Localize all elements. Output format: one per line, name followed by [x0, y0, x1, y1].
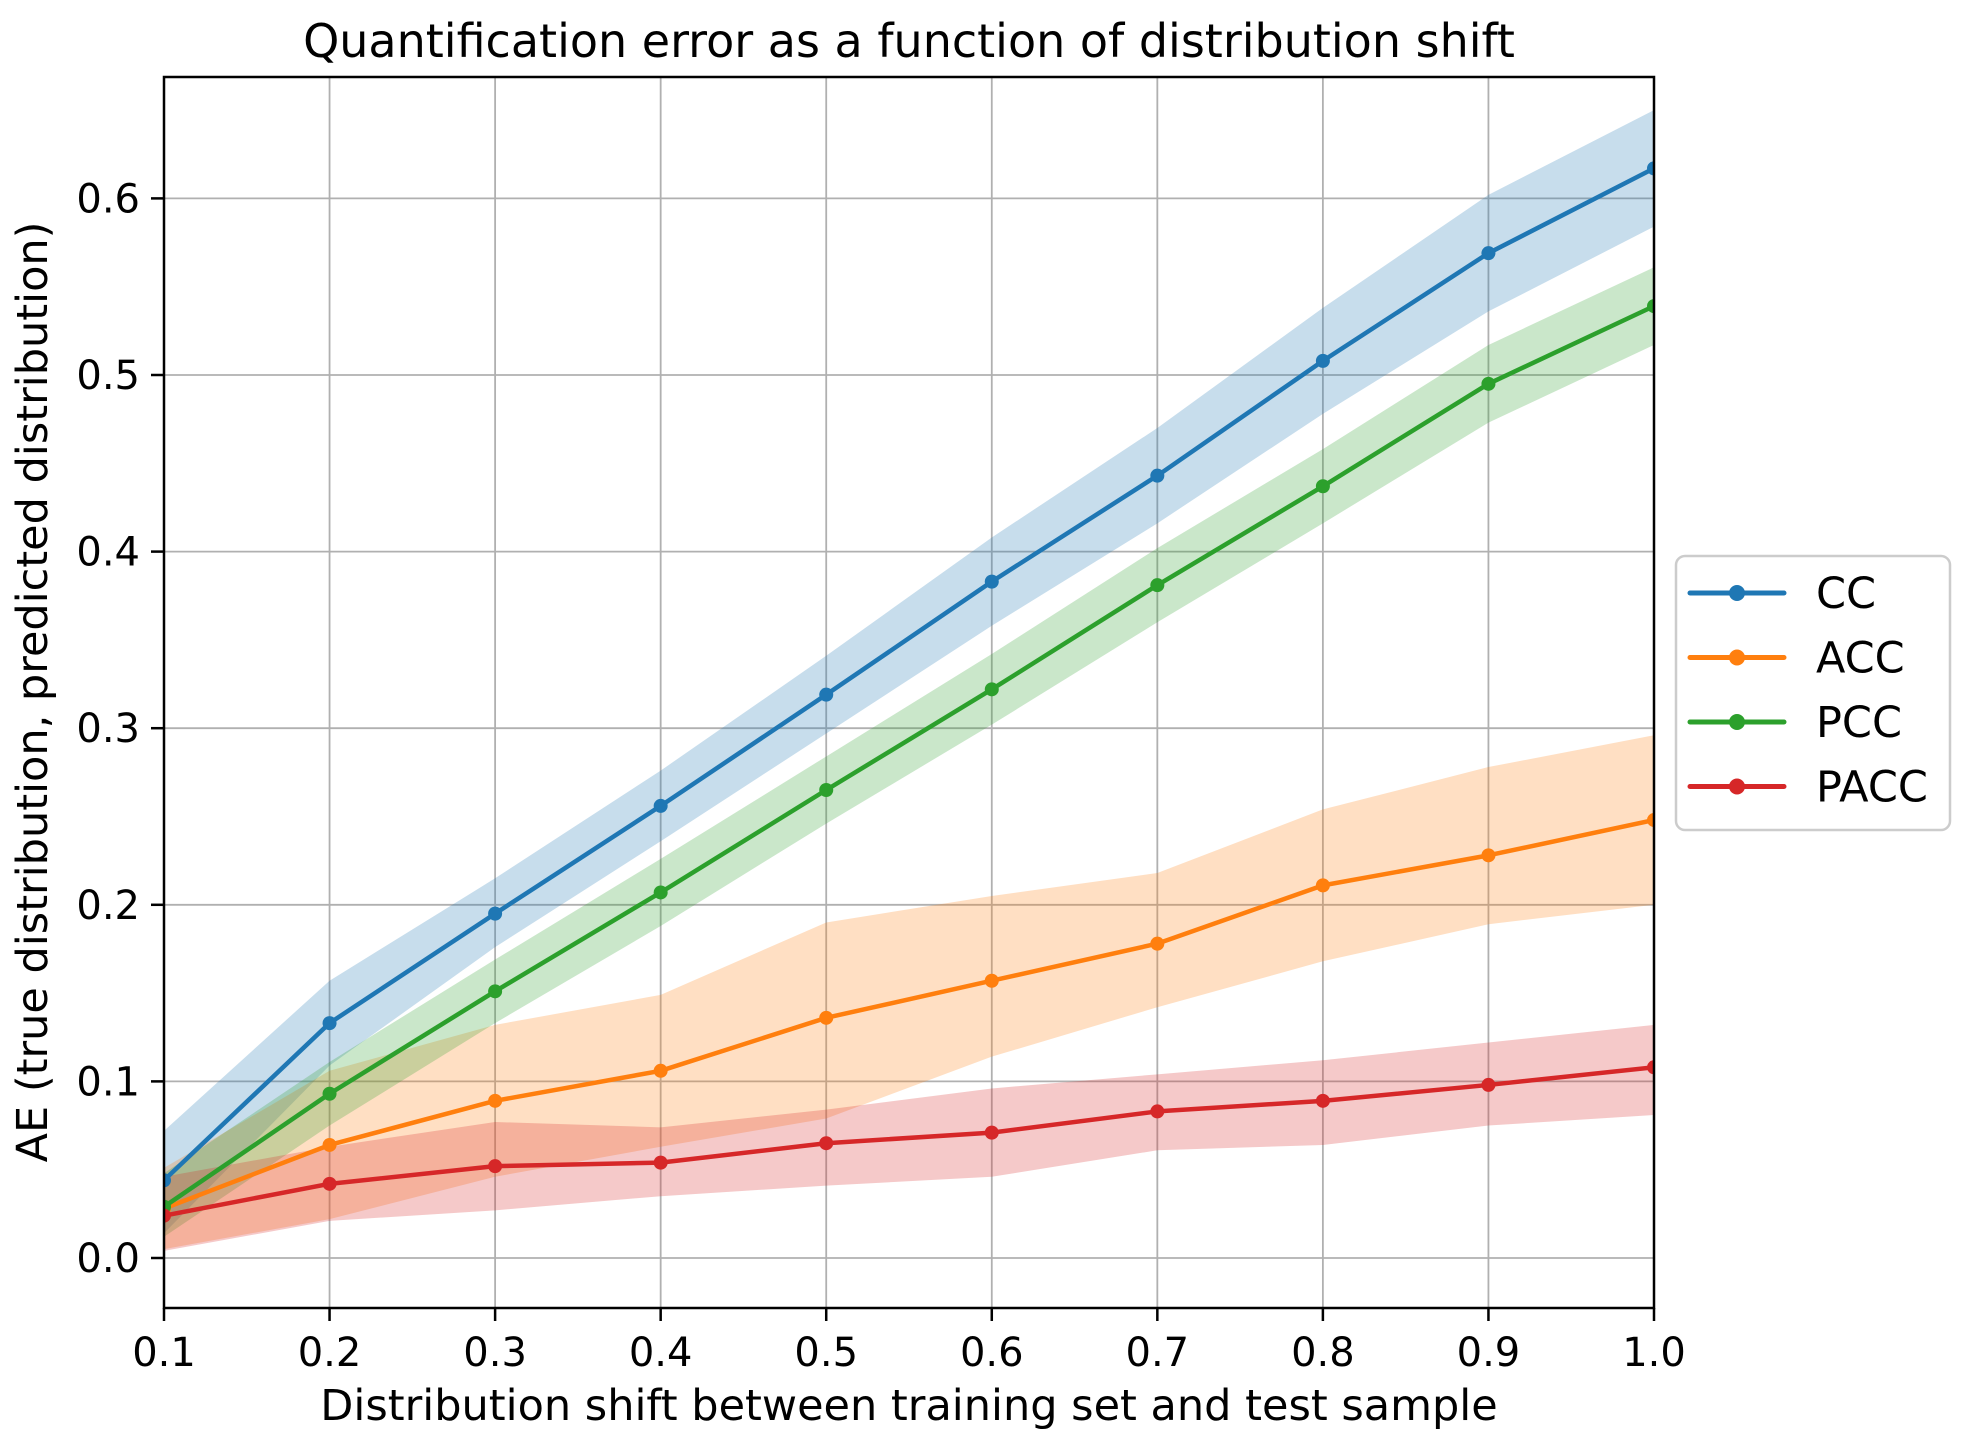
data-point-pacc [1315, 1093, 1330, 1108]
series-line-cc [164, 166, 1654, 1183]
x-tick-label: 0.8 [1291, 1330, 1355, 1376]
y-tick-label: 0.2 [76, 883, 140, 929]
data-point-pcc [1150, 578, 1165, 593]
confidence-bands [164, 110, 1654, 1251]
y-tick-label: 0.4 [76, 530, 140, 576]
data-point-pcc [653, 885, 668, 900]
series-line-pcc [164, 303, 1654, 1210]
data-point-acc [322, 1137, 337, 1152]
x-axis-label: Distribution shift between training set … [320, 1381, 1497, 1431]
data-point-pacc [488, 1159, 503, 1174]
data-point-cc [1481, 246, 1496, 261]
data-point-pcc [819, 783, 834, 798]
data-point-acc [819, 1010, 834, 1025]
x-tick-label: 0.9 [1457, 1330, 1521, 1376]
data-point-acc [1150, 936, 1165, 951]
y-axis-label: AE (true distribution, predicted distrib… [8, 222, 58, 1163]
legend-marker-pcc [1729, 714, 1745, 730]
data-point-pacc [1647, 1060, 1654, 1075]
data-point-pacc [164, 1208, 171, 1223]
y-tick-label: 0.0 [76, 1236, 140, 1282]
series-line-acc [164, 817, 1654, 1211]
data-point-pcc [488, 984, 503, 999]
data-point-pacc [984, 1125, 999, 1140]
legend-marker-cc [1729, 585, 1745, 601]
x-tick-label: 0.6 [960, 1330, 1024, 1376]
legend: CC ACC PCC PACC [1674, 554, 1952, 832]
data-point-pcc [322, 1086, 337, 1101]
legend-marker-pacc [1729, 778, 1745, 795]
chart-title: Quantification error as a function of di… [303, 14, 1515, 68]
data-point-pacc [1150, 1104, 1165, 1119]
data-point-acc [1315, 878, 1330, 893]
x-tick-label: 0.1 [132, 1330, 196, 1376]
series-line-pacc [164, 1065, 1654, 1218]
legend-label-cc: CC [1816, 569, 1876, 619]
data-point-cc [653, 798, 668, 813]
legend-marker-acc [1729, 649, 1745, 666]
data-point-cc [1647, 161, 1654, 176]
x-tick-label: 0.3 [463, 1330, 527, 1376]
data-point-pacc [1481, 1077, 1496, 1092]
x-tick-label: 0.4 [629, 1330, 693, 1376]
data-point-cc [164, 1173, 171, 1188]
data-point-acc [1481, 848, 1496, 863]
data-point-pcc [1315, 479, 1330, 494]
data-point-cc [1150, 468, 1165, 483]
data-point-cc [322, 1016, 337, 1031]
legend-label-acc: ACC [1816, 634, 1905, 684]
data-point-pcc [1647, 299, 1654, 314]
legend-label-pacc: PACC [1816, 763, 1928, 813]
data-point-acc [653, 1063, 668, 1078]
data-point-pacc [322, 1176, 337, 1191]
data-point-acc [1647, 813, 1654, 828]
data-point-cc [984, 574, 999, 589]
data-point-acc [984, 973, 999, 988]
data-point-pcc [1481, 376, 1496, 391]
y-tick-label: 0.1 [76, 1059, 140, 1105]
legend-box [1674, 554, 1952, 832]
x-axis-ticks: 0.1 0.2 0.3 0.4 0.5 0.6 0.7 0.8 0.9 1.0 [132, 1308, 1686, 1376]
plot-border [162, 75, 1656, 1310]
data-point-acc [488, 1093, 503, 1108]
y-tick-label: 0.5 [76, 353, 140, 399]
y-tick-label: 0.3 [76, 706, 140, 752]
x-tick-label: 0.2 [298, 1330, 362, 1376]
series-lines [164, 161, 1654, 1223]
data-point-pacc [653, 1155, 668, 1170]
data-point-pacc [819, 1136, 834, 1151]
x-tick-label: 0.5 [794, 1330, 858, 1376]
data-point-cc [488, 906, 503, 921]
legend-label-pcc: PCC [1816, 698, 1902, 748]
x-tick-label: 1.0 [1622, 1330, 1686, 1376]
y-tick-label: 0.6 [76, 176, 140, 222]
data-point-pcc [984, 682, 999, 697]
data-point-cc [1315, 353, 1330, 368]
y-axis-ticks: 0.0 0.1 0.2 0.3 0.4 0.5 0.6 [76, 176, 164, 1282]
band-acc [164, 735, 1654, 1250]
x-tick-label: 0.7 [1126, 1330, 1190, 1376]
data-point-cc [819, 687, 834, 702]
